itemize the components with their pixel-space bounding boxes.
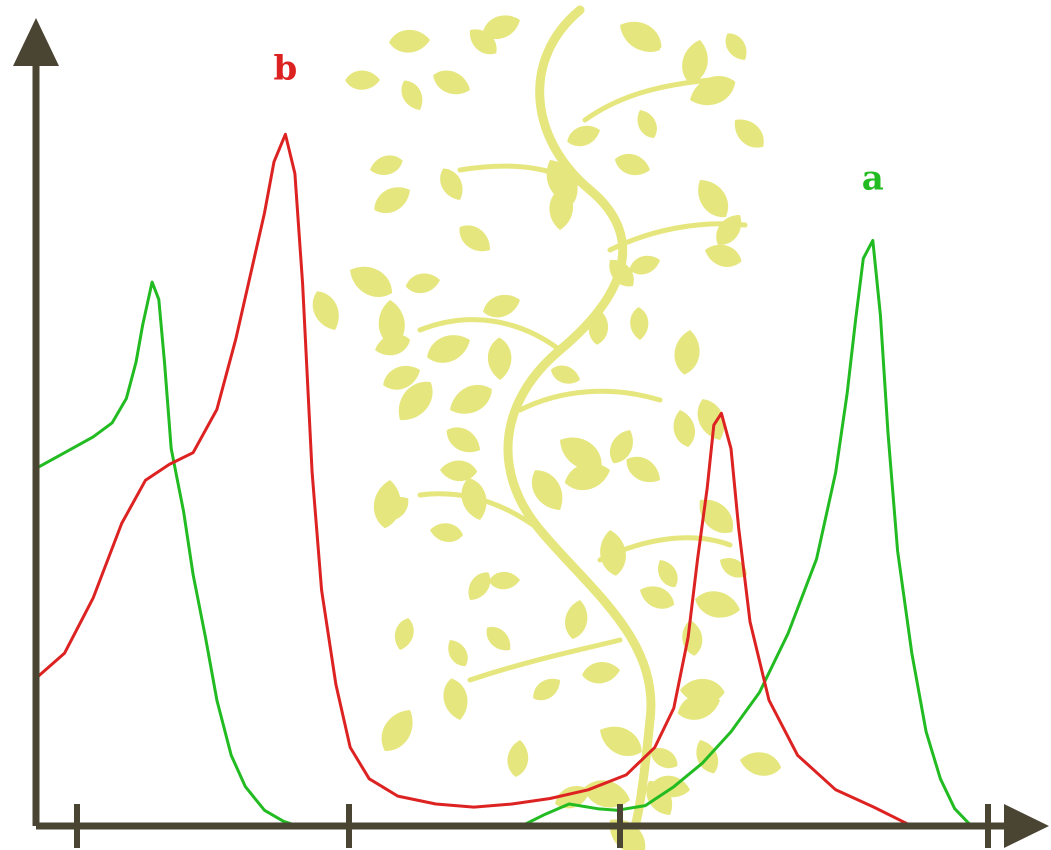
leaf-shape <box>630 307 649 340</box>
leafy-vine-icon <box>312 5 782 850</box>
series-b <box>35 132 913 828</box>
leaf-shape <box>699 499 734 534</box>
leaf-shape <box>383 365 420 390</box>
leaf-shape <box>695 591 740 618</box>
leaf-shape <box>405 273 440 294</box>
leaf-shape <box>398 381 433 421</box>
leaf-shape <box>488 571 520 590</box>
leaf-shape <box>720 558 747 578</box>
leaf-shape <box>677 694 720 720</box>
leaf-shape <box>705 244 742 267</box>
leaf-shape <box>567 125 600 147</box>
leaf-shape <box>697 399 725 440</box>
leaf-shape <box>450 385 492 414</box>
leaf-shape <box>427 335 470 363</box>
leaf-shape <box>370 155 403 175</box>
leaf-shape <box>440 460 478 482</box>
series-label-b: b <box>274 48 298 88</box>
leaf-shape <box>430 523 463 542</box>
leaf-shape <box>564 463 610 491</box>
series-line-b <box>35 132 913 828</box>
leaf-shape <box>600 726 642 756</box>
leaf-shape <box>546 160 578 204</box>
leaf-shape <box>345 70 380 90</box>
leaf-shape <box>446 427 480 453</box>
leaf-shape <box>486 626 511 651</box>
leaf-shape <box>673 410 696 447</box>
leaf-shape <box>394 618 414 650</box>
leaf-shape <box>531 470 563 510</box>
leaf-shape <box>725 33 747 60</box>
leaf-shape <box>443 678 468 720</box>
series-labels: ba <box>274 48 884 198</box>
leaf-shape <box>614 153 650 176</box>
leaf-shape <box>698 180 729 218</box>
leaf-shape <box>629 255 660 275</box>
y-axis-arrowhead <box>13 18 59 66</box>
leaf-shape <box>461 477 487 520</box>
leaf-shape <box>740 752 782 776</box>
leaf-shape <box>312 291 339 330</box>
leaf-shape <box>350 266 393 297</box>
leaf-shape <box>507 740 529 777</box>
leaf-shape <box>448 640 468 667</box>
leaf-shape <box>609 259 634 287</box>
leaf-shape <box>550 365 580 384</box>
leaf-shape <box>468 572 491 600</box>
series-a <box>35 238 979 828</box>
leaf-shape <box>657 560 678 588</box>
leaf-shape <box>549 187 574 230</box>
vine-stem <box>503 5 656 831</box>
leaf-shape <box>401 80 423 110</box>
leaf-shape <box>690 76 736 106</box>
x-axis-arrowhead <box>1004 804 1049 848</box>
leaf-shape <box>565 600 588 639</box>
leaf-shape <box>487 337 512 380</box>
leaf-shape <box>682 40 708 85</box>
leaf-shape <box>716 214 742 245</box>
leaf-shape <box>640 586 675 609</box>
leaf-shape <box>682 620 703 656</box>
leaf-shape <box>600 530 626 576</box>
vine-stem <box>467 637 623 683</box>
leaf-shape <box>609 430 633 464</box>
leaf-shape <box>533 678 560 701</box>
leaf-shape <box>381 710 413 751</box>
series-line-a <box>35 280 322 828</box>
leaf-shape <box>734 119 764 148</box>
vine-stem <box>417 317 563 353</box>
axes <box>13 18 1049 848</box>
leaf-shape <box>627 27 660 52</box>
series-layer <box>35 132 979 828</box>
leaf-shape <box>626 456 660 483</box>
leaf-shape <box>459 225 491 252</box>
leaf-shape <box>609 819 646 850</box>
leaf-shape <box>440 168 463 200</box>
leaf-shape <box>588 310 609 345</box>
leaf-shape <box>582 662 620 684</box>
leaf-shape <box>389 29 430 53</box>
leaf-shape <box>482 15 520 39</box>
leaf-shape <box>560 437 602 470</box>
leaf-shape <box>650 748 678 769</box>
leaf-shape <box>374 187 410 214</box>
leaf-shape <box>637 110 657 139</box>
leaf-shape <box>379 497 409 522</box>
leaf-shape <box>674 330 700 375</box>
leaf-shape <box>433 70 470 95</box>
leaf-shape <box>483 294 520 318</box>
vine-stem <box>457 163 593 193</box>
vine-stem <box>517 388 663 413</box>
leaf-shape <box>375 334 411 356</box>
series-label-a: a <box>862 158 884 198</box>
